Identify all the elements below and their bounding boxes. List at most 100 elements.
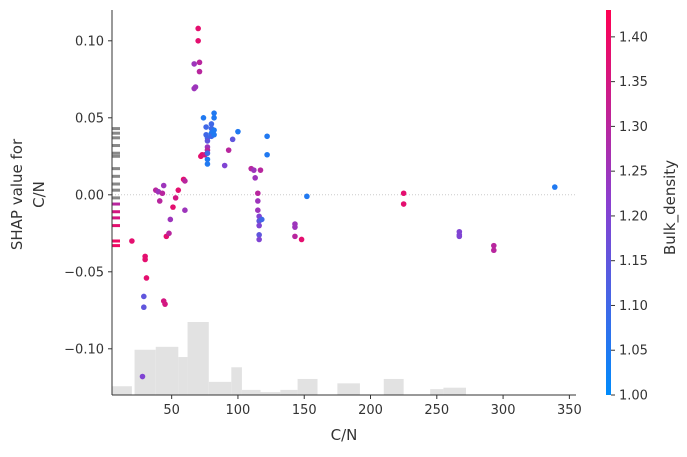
histogram-bar xyxy=(337,383,360,395)
colorbar-tick-label: 1.10 xyxy=(619,299,648,314)
data-point xyxy=(225,147,232,153)
data-point xyxy=(195,38,201,44)
histogram-bar xyxy=(155,346,179,395)
data-point xyxy=(257,167,264,173)
histogram-bar xyxy=(241,389,261,395)
scatter-points xyxy=(129,25,558,380)
data-point xyxy=(172,195,179,201)
histogram-bar xyxy=(430,389,444,395)
colorbar-tick-label: 1.40 xyxy=(619,30,648,45)
nan-marker xyxy=(112,224,120,228)
data-point xyxy=(491,242,497,249)
nan-marker xyxy=(112,188,120,192)
data-point xyxy=(196,68,203,75)
data-point xyxy=(203,124,209,130)
data-point xyxy=(204,156,211,163)
data-point xyxy=(255,190,261,197)
nan-markers xyxy=(112,127,120,248)
colorbar xyxy=(606,10,611,395)
data-point xyxy=(160,182,167,189)
data-point xyxy=(251,167,257,173)
data-point xyxy=(264,151,270,158)
histogram-bar xyxy=(280,389,298,395)
data-point xyxy=(456,233,463,240)
colorbar-tick-label: 1.00 xyxy=(619,389,648,404)
histogram-bar xyxy=(383,378,404,395)
data-point xyxy=(141,293,147,300)
nan-marker xyxy=(112,182,120,186)
histogram-bar xyxy=(208,381,232,395)
data-point xyxy=(256,232,262,238)
y-tick-label: −0.10 xyxy=(64,342,104,357)
data-point xyxy=(211,110,217,116)
nan-marker xyxy=(112,127,120,131)
nan-marker xyxy=(112,136,120,140)
data-point xyxy=(191,61,197,67)
y-tick-label: 0.05 xyxy=(75,111,104,126)
histogram-bar xyxy=(260,392,281,395)
data-point xyxy=(400,190,407,197)
nan-marker xyxy=(112,202,120,206)
nan-marker xyxy=(112,151,120,155)
data-point xyxy=(162,301,168,307)
data-point xyxy=(143,275,150,281)
data-point xyxy=(304,193,310,200)
data-point xyxy=(166,230,172,237)
nan-marker xyxy=(112,174,120,178)
data-point xyxy=(292,224,298,230)
data-point xyxy=(141,304,147,311)
y-axis-label-line-1: SHAP value for xyxy=(8,138,26,250)
data-point xyxy=(204,150,211,157)
data-point xyxy=(235,128,241,135)
data-point xyxy=(292,233,298,240)
data-point xyxy=(142,256,148,263)
data-point xyxy=(256,222,262,229)
data-point xyxy=(211,131,217,138)
nan-marker xyxy=(112,131,120,135)
histogram-bar xyxy=(231,367,242,395)
y-tick-label: 0.10 xyxy=(75,34,104,49)
data-point xyxy=(204,138,211,144)
histogram-bar xyxy=(187,322,209,395)
nan-marker xyxy=(112,196,120,200)
colorbar-tick-label: 1.15 xyxy=(619,254,648,269)
data-point xyxy=(551,184,558,190)
colorbar-tick-label: 1.30 xyxy=(619,120,648,135)
y-tick-label: −0.05 xyxy=(64,265,104,280)
x-tick-label: 200 xyxy=(358,403,383,418)
nan-marker xyxy=(112,167,120,171)
data-point xyxy=(195,25,201,32)
data-point xyxy=(175,187,182,193)
nan-marker xyxy=(112,154,120,158)
data-point xyxy=(196,59,203,66)
histogram-bar xyxy=(112,386,132,395)
data-point xyxy=(200,115,207,121)
histogram xyxy=(112,322,466,395)
x-tick-label: 300 xyxy=(491,403,516,418)
colorbar-tick-label: 1.05 xyxy=(619,344,648,359)
data-point xyxy=(256,236,262,243)
data-point xyxy=(400,201,407,207)
nan-marker xyxy=(112,210,120,214)
histogram-bar xyxy=(297,378,318,395)
nan-marker xyxy=(112,244,120,248)
data-point xyxy=(159,190,166,197)
data-point xyxy=(252,175,258,181)
data-point xyxy=(129,238,135,244)
histogram-bar xyxy=(443,387,466,395)
y-axis-label-line-2: C/N xyxy=(30,181,48,208)
y-tick-label: 0.00 xyxy=(75,188,104,203)
nan-marker xyxy=(112,144,120,148)
x-tick-label: 350 xyxy=(557,403,582,418)
x-tick-label: 50 xyxy=(163,403,180,418)
data-point xyxy=(182,178,188,184)
histogram-bar xyxy=(134,349,156,395)
data-point xyxy=(229,136,236,143)
data-point xyxy=(208,121,215,127)
data-point xyxy=(170,204,176,210)
colorbar-tick-label: 1.20 xyxy=(619,209,648,224)
nan-marker xyxy=(112,239,120,243)
data-point xyxy=(259,216,265,223)
data-point xyxy=(221,162,228,169)
